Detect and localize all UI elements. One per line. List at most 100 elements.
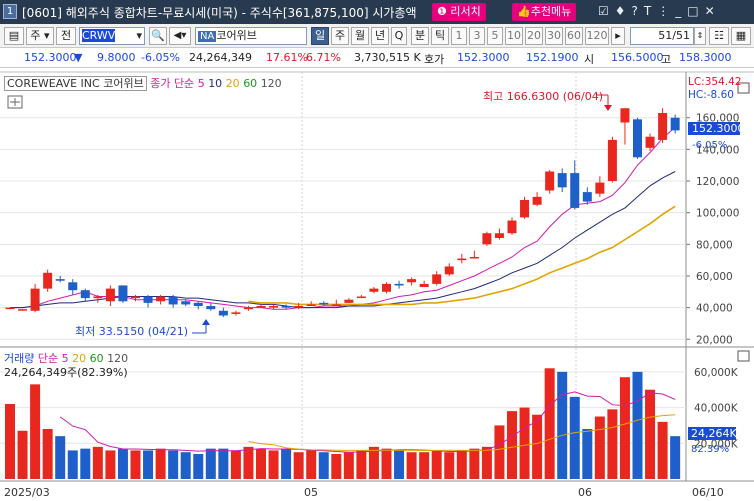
volume-bar [17,430,28,479]
volume-bar [105,450,116,479]
pin-icon[interactable]: ♦ [614,4,626,18]
volume-panel-menu-icon[interactable] [737,350,750,362]
volume-bar [42,429,53,479]
candle-body [181,301,191,305]
interval-120[interactable]: 120 [585,27,609,45]
volume-bar [444,452,455,479]
price-panel-menu-icon[interactable] [737,82,750,94]
interval-30[interactable]: 30 [545,27,563,45]
stock-title[interactable]: COREWEAVE INC 코어위브 [4,76,147,91]
low-arrow-icon [202,319,210,325]
chevron-down-icon[interactable]: ▾ [136,29,142,42]
interval-10[interactable]: 10 [505,27,523,45]
down-arrow-icon: ▼ [74,51,83,64]
minimize-icon[interactable]: _ [675,4,682,18]
change-rate: -6.05% [141,51,180,64]
candle-body [319,302,329,305]
stock-name-field[interactable]: NA 코어위브 [195,27,307,45]
price-tick-label: 120,000 [696,176,739,188]
interval-scroll-icon[interactable]: ▸ [611,27,625,45]
page-counter[interactable]: 51/51 [630,27,694,45]
font-icon[interactable]: T [643,4,652,18]
low-annotation: 최저 33.5150 (04/21) [75,325,188,338]
recommend-menu-button[interactable]: 👍추천메뉴 [512,3,577,21]
chart-menu-icon[interactable]: ▦ [731,27,751,45]
volume-bar [306,450,317,479]
price-tick-label: 160,000 [696,113,739,125]
candle-body [93,296,103,299]
sound-icon[interactable]: ◀▾ [169,27,191,45]
candle-body [670,117,680,131]
high-label: 고 [661,53,672,66]
prev-button[interactable]: 전 [56,27,76,45]
volume-bar [619,377,630,479]
spin-icon[interactable]: ⇕ [694,27,706,45]
candle-body [658,112,668,140]
volume-value-label: 24,264,349주(82.39%) [4,366,128,379]
price-chart[interactable]: 160,000 140,000 120,000 100,000 80,000 60,000… [0,69,754,501]
volume-bar [256,448,266,479]
help-icon[interactable]: ? [631,4,638,18]
close-icon[interactable]: ✕ [704,4,715,18]
interval-5[interactable]: 5 [487,27,503,45]
interval-1[interactable]: 1 [451,27,467,45]
volume-bar [456,450,467,479]
volume-bar [318,452,329,479]
maximize-icon[interactable]: □ [687,4,699,18]
volume-ma-line-20 [248,414,676,452]
interval-60[interactable]: 60 [565,27,583,45]
candle-body [344,299,354,303]
settings-icon[interactable]: ⋮ [657,4,670,18]
volume-bar [293,452,304,479]
na-badge: NA [198,31,217,42]
volume-bar [180,452,191,479]
market-select[interactable]: 주 ▾ [26,27,54,45]
period-quarter[interactable]: Q [391,27,407,45]
candle-body [105,288,115,302]
search-icon[interactable]: 🔍 [149,27,167,45]
candle-body [281,306,291,308]
vol-ma-5: 5 [61,352,69,365]
current-volume-rate: 82.39% [691,444,729,455]
trade-amount: 3,730,515 K [354,51,421,64]
period-tick[interactable]: 틱 [431,27,449,45]
open-label: 시 [584,53,595,66]
candle-body [55,279,65,281]
candle-body [532,196,542,205]
high-arrow-icon [604,105,612,111]
price-tick-label: 40,000 [696,303,733,315]
candle-body [143,296,153,303]
candle-body [494,233,504,238]
volume-legend: 거래량 단순 5 20 60 120 [4,350,128,366]
ask-price: 152.3000 [457,51,510,64]
cursor-mode-icon[interactable]: ☷ [709,27,729,45]
chart-list-icon[interactable]: ▤ [4,27,24,45]
candle-body [419,283,429,288]
candle-body [256,306,266,308]
candle-body [607,139,617,182]
volume-bar [218,448,229,479]
candle-body [156,296,166,302]
interval-3[interactable]: 3 [469,27,485,45]
volume-bar [557,371,568,479]
volume-bar [356,450,367,479]
volume-bar [431,450,442,479]
research-button[interactable]: ❶ 리서치 [432,3,486,21]
period-minute[interactable]: 분 [411,27,429,45]
candle-body [444,266,454,275]
symbol-input[interactable]: CRWV ▾ [79,27,145,45]
link-icon[interactable]: ☑ [598,4,609,18]
stock-name: 코어위브 [216,29,257,42]
period-week[interactable]: 주 [331,27,349,45]
period-month[interactable]: 월 [351,27,369,45]
volume-bar [67,450,78,479]
vol-ma-20: 20 [72,352,87,365]
current-volume-tag [688,427,736,440]
ma-120: 120 [260,77,282,90]
window-titlebar: 1 [0601] 해외주식 종합차트-무료시세(미국) - 주식수[361,87… [0,0,754,24]
candle-body [294,306,304,308]
market-label: 주 [30,29,41,42]
interval-20[interactable]: 20 [525,27,543,45]
period-day[interactable]: 일 [311,27,329,45]
period-year[interactable]: 년 [371,27,389,45]
